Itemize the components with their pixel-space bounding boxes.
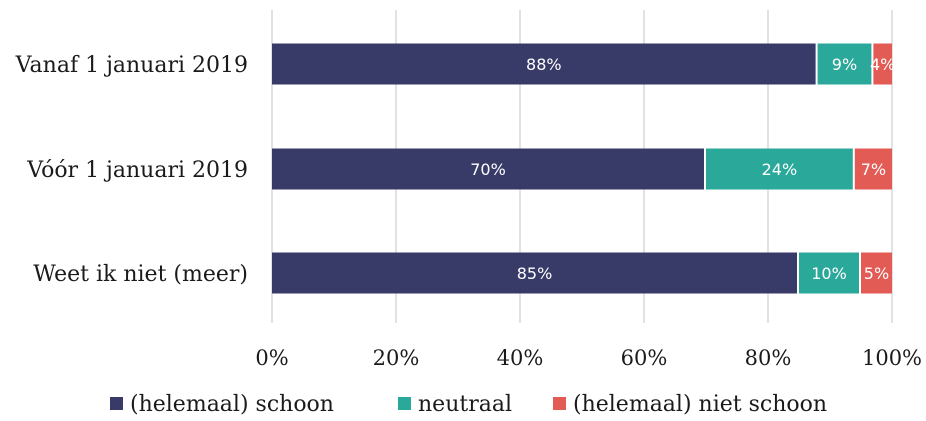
data-label: 7% [861,160,886,179]
bar-segment [706,148,853,190]
bars: 88% 9% 4% 70% 24% 7% 85% 10% 5% [272,43,895,294]
data-label: 5% [864,264,889,283]
data-label: 70% [470,160,506,179]
x-tick-label: 100% [862,346,922,370]
data-label: 4% [870,55,895,74]
bar-segment [817,43,872,85]
bar-segment [873,43,892,85]
data-label: 24% [762,160,798,179]
bar-segment [272,148,704,190]
bar-segment [272,252,797,294]
category-label: Vóór 1 januari 2019 [26,158,248,183]
data-label: 88% [526,55,562,74]
legend-swatch [553,397,566,410]
legend-label: (helemaal) schoon [130,392,334,417]
legend-swatch [398,397,411,410]
bar-segment [854,148,892,190]
legend-label: neutraal [418,392,512,417]
x-tick-label: 60% [621,346,668,370]
legend-label: (helemaal) niet schoon [573,392,827,417]
x-tick-label: 20% [373,346,420,370]
data-label: 9% [832,55,857,74]
data-label: 85% [517,264,553,283]
x-axis-tick-labels: 0% 20% 40% 60% 80% 100% [255,346,922,370]
x-tick-label: 0% [255,346,288,370]
category-labels: Vanaf 1 januari 2019 Vóór 1 januari 2019 W… [15,53,248,287]
data-label: 10% [811,264,847,283]
x-tick-label: 40% [497,346,544,370]
legend-swatch [110,397,123,410]
bar-segment [799,252,859,294]
category-label: Vanaf 1 januari 2019 [15,53,248,78]
bar-segment [861,252,892,294]
x-tick-label: 80% [745,346,792,370]
bar-segment [272,43,816,85]
legend: (helemaal) schoon neutraal (helemaal) niet… [110,392,827,417]
category-label: Weet ik niet (meer) [33,262,248,287]
